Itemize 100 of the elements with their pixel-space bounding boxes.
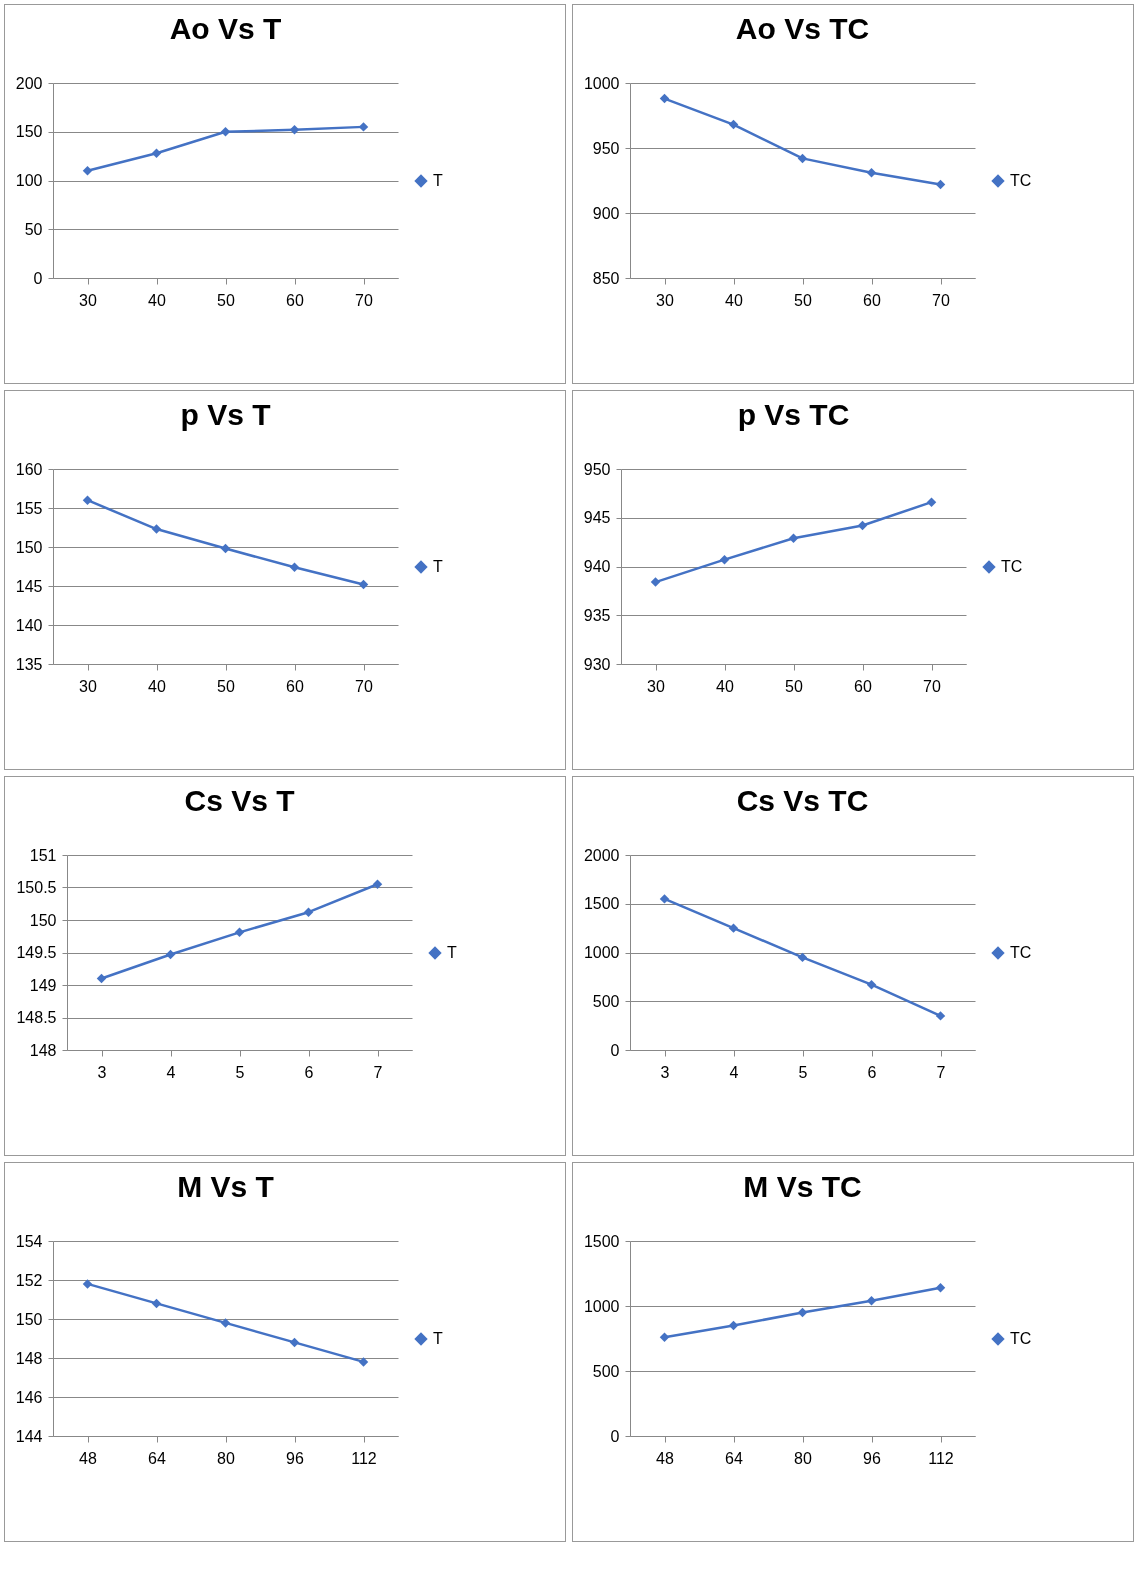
y-tick-label: 140 (15, 616, 43, 634)
x-tick-label: 70 (932, 291, 950, 309)
x-tick-label: 50 (785, 677, 803, 695)
point (797, 153, 808, 164)
chart-title: Cs Vs TC (736, 784, 869, 817)
x-tick-label: 80 (794, 1449, 812, 1467)
legend-label: TC (1001, 558, 1023, 575)
y-tick-label: 154 (15, 1232, 43, 1250)
x-tick-label: 60 (286, 677, 304, 695)
y-tick-label: 150.5 (16, 879, 57, 896)
x-tick-label: 5 (235, 1063, 245, 1081)
point (857, 520, 868, 531)
point (358, 122, 369, 132)
x-tick-label: 6 (304, 1063, 314, 1081)
point (728, 1320, 739, 1331)
x-tick-label: 60 (854, 677, 872, 695)
x-tick-label: 3 (97, 1063, 107, 1081)
y-tick-label: 144 (15, 1427, 43, 1445)
x-tick-label: 7 (373, 1063, 383, 1081)
x-tick-label: 30 (647, 677, 665, 695)
y-tick-label: 135 (15, 655, 43, 673)
legend-label: T (433, 172, 443, 189)
point (358, 579, 369, 590)
point (82, 166, 93, 176)
y-tick-label: 930 (583, 655, 611, 673)
chart-title: Ao Vs TC (735, 12, 870, 45)
y-tick-label: 950 (592, 139, 620, 157)
point (659, 93, 670, 104)
y-tick-label: 50 (24, 220, 43, 238)
y-tick-label: 1000 (583, 74, 620, 92)
x-tick-label: 40 (725, 291, 743, 309)
y-tick-label: 500 (592, 992, 620, 1010)
point (659, 894, 670, 904)
point (151, 1298, 162, 1309)
y-tick-label: 945 (583, 509, 611, 527)
point (866, 1296, 877, 1306)
x-tick-label: 40 (148, 677, 166, 695)
y-tick-label: 150 (15, 538, 43, 556)
chart-title: Cs Vs T (184, 784, 295, 817)
y-tick-label: 200 (15, 74, 43, 92)
point (289, 125, 300, 135)
y-tick-label: 150 (29, 911, 57, 929)
y-tick-label: 100 (15, 172, 43, 189)
point (926, 497, 937, 507)
y-tick-label: 500 (592, 1362, 620, 1380)
y-tick-label: 146 (15, 1388, 43, 1406)
legend-label: TC (1010, 1330, 1032, 1347)
point (728, 923, 739, 933)
x-tick-label: 30 (79, 677, 97, 695)
point (220, 1318, 231, 1328)
y-tick-label: 900 (592, 204, 620, 222)
x-tick-label: 64 (725, 1449, 743, 1467)
x-tick-label: 112 (928, 1449, 954, 1467)
point (358, 1357, 369, 1367)
x-tick-label: 96 (863, 1449, 881, 1467)
y-tick-label: 1000 (583, 1297, 620, 1315)
x-tick-label: 5 (798, 1063, 808, 1081)
point (866, 979, 877, 990)
x-tick-label: 7 (936, 1063, 946, 1081)
x-tick-label: 60 (286, 291, 304, 309)
x-tick-label: 40 (148, 291, 166, 309)
x-tick-label: 112 (351, 1449, 377, 1467)
x-tick-label: 70 (355, 291, 373, 309)
point (151, 148, 162, 158)
y-tick-label: 1500 (583, 1232, 620, 1250)
point (797, 952, 808, 963)
y-tick-label: 950 (583, 460, 611, 478)
x-tick-label: 3 (660, 1063, 670, 1081)
point (165, 949, 176, 960)
point (82, 495, 93, 505)
x-tick-label: 6 (867, 1063, 877, 1081)
chart-title: Ao Vs T (169, 12, 282, 45)
y-tick-label: 940 (583, 558, 611, 575)
legend-label: T (447, 944, 457, 961)
x-tick-label: 48 (656, 1449, 674, 1467)
y-tick-label: 149 (29, 976, 57, 994)
y-tick-label: 149.5 (16, 944, 57, 961)
point (866, 167, 877, 178)
y-tick-label: 150 (15, 1310, 43, 1328)
point (372, 879, 383, 889)
y-tick-label: 935 (583, 606, 611, 624)
point (935, 1011, 946, 1021)
y-tick-label: 155 (15, 499, 43, 517)
x-tick-label: 80 (217, 1449, 235, 1467)
x-tick-label: 30 (656, 291, 674, 309)
y-tick-label: 1500 (583, 895, 620, 913)
point (289, 562, 300, 573)
x-tick-label: 4 (729, 1063, 739, 1081)
chart-title: M Vs T (177, 1170, 274, 1203)
y-tick-label: 850 (592, 269, 620, 287)
x-tick-label: 50 (794, 291, 812, 309)
x-tick-label: 40 (716, 677, 734, 695)
chart-title: p Vs TC (737, 398, 850, 431)
y-tick-label: 2000 (583, 846, 620, 864)
x-tick-label: 30 (79, 291, 97, 309)
y-tick-label: 0 (610, 1427, 620, 1445)
point (220, 543, 231, 554)
legend-label: T (433, 558, 443, 575)
point (96, 973, 107, 984)
x-tick-label: 70 (923, 677, 941, 695)
